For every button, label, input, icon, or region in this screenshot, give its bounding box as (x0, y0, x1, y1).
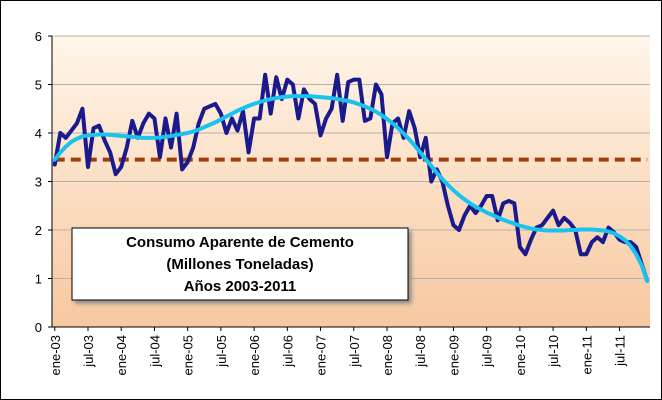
y-tick-label: 3 (35, 175, 42, 190)
x-tick-label: ene-03 (48, 335, 63, 375)
y-tick-label: 0 (35, 320, 42, 335)
title-line: Años 2003-2011 (184, 278, 297, 295)
x-tick-label: ene-10 (513, 335, 528, 375)
x-tick-label: ene-05 (181, 335, 196, 375)
x-tick-label: jul-10 (546, 335, 561, 368)
annotation-background (71, 227, 409, 301)
x-tick-label: jul-03 (81, 335, 96, 368)
x-tick-label: jul-05 (214, 335, 229, 368)
y-tick-label: 4 (35, 126, 42, 141)
title-line: (Millones Toneladas) (166, 256, 313, 273)
annotation-box: Consumo Aparente de Cemento (Millones To… (71, 227, 409, 301)
x-tick-label: ene-11 (579, 335, 594, 375)
x-tick-label: ene-08 (380, 335, 395, 375)
x-tick-label: ene-09 (446, 335, 461, 375)
y-tick-label: 5 (35, 78, 42, 93)
x-tick-label: ene-07 (314, 335, 329, 375)
series-line (52, 72, 650, 283)
x-tick-label: jul-09 (480, 335, 495, 368)
x-tick-label: jul-08 (413, 335, 428, 368)
series-line (52, 94, 650, 283)
x-tick-label: ene-04 (114, 335, 129, 375)
x-tick-label: jul-06 (280, 335, 295, 368)
title-line: Consumo Aparente de Cemento (126, 234, 354, 251)
x-tick-label: jul-04 (147, 335, 162, 368)
x-tick-label: jul-07 (347, 335, 362, 368)
x-tick-label: jul-11 (613, 335, 628, 367)
x-tick-label: ene-06 (247, 335, 262, 375)
y-tick-label: 2 (35, 223, 42, 238)
y-tick-label: 1 (35, 272, 42, 287)
y-tick-label: 6 (35, 29, 42, 44)
